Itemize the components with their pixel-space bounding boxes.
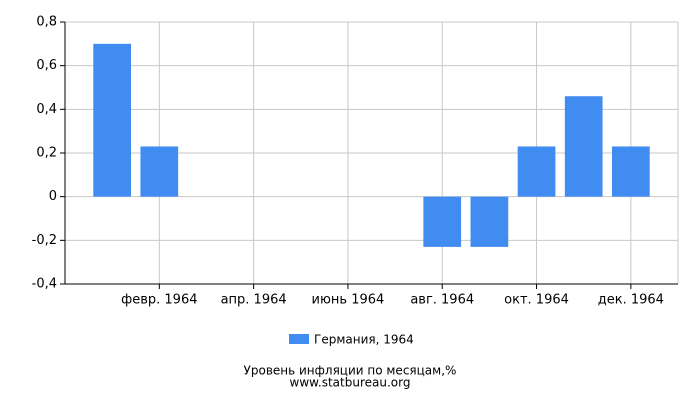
legend-swatch bbox=[289, 334, 309, 344]
y-tick-label: -0,2 bbox=[32, 233, 57, 248]
chart-subtitle: www.statbureau.org bbox=[290, 376, 411, 390]
bar bbox=[517, 146, 556, 197]
y-tick-label: 0,8 bbox=[36, 15, 57, 30]
x-tick-label: дек. 1964 bbox=[598, 293, 664, 308]
bar bbox=[93, 43, 132, 197]
bar bbox=[470, 196, 509, 247]
x-tick-label: февр. 1964 bbox=[121, 293, 197, 308]
x-tick-label: июнь 1964 bbox=[312, 293, 385, 308]
bar bbox=[140, 146, 179, 197]
legend-label: Германия, 1964 bbox=[314, 333, 414, 347]
x-tick-label: авг. 1964 bbox=[410, 293, 474, 308]
x-tick-label: апр. 1964 bbox=[221, 293, 287, 308]
y-tick-label: 0,4 bbox=[36, 102, 57, 117]
chart-title: Уровень инфляции по месяцам,% bbox=[244, 364, 457, 378]
y-tick-label: -0,4 bbox=[32, 277, 57, 292]
bar bbox=[611, 146, 650, 197]
bar bbox=[423, 196, 462, 247]
y-tick-label: 0,2 bbox=[36, 146, 57, 161]
x-tick-label: окт. 1964 bbox=[504, 293, 569, 308]
y-tick-label: 0,6 bbox=[36, 58, 57, 73]
y-tick-label: 0 bbox=[49, 189, 57, 204]
bar bbox=[564, 96, 603, 197]
